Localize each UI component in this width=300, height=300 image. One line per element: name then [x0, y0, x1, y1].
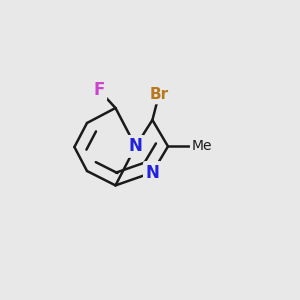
- Text: N: N: [146, 164, 159, 181]
- Text: N: N: [129, 137, 142, 155]
- Text: Me: Me: [192, 140, 212, 153]
- Text: F: F: [93, 81, 105, 99]
- Text: Br: Br: [149, 87, 169, 102]
